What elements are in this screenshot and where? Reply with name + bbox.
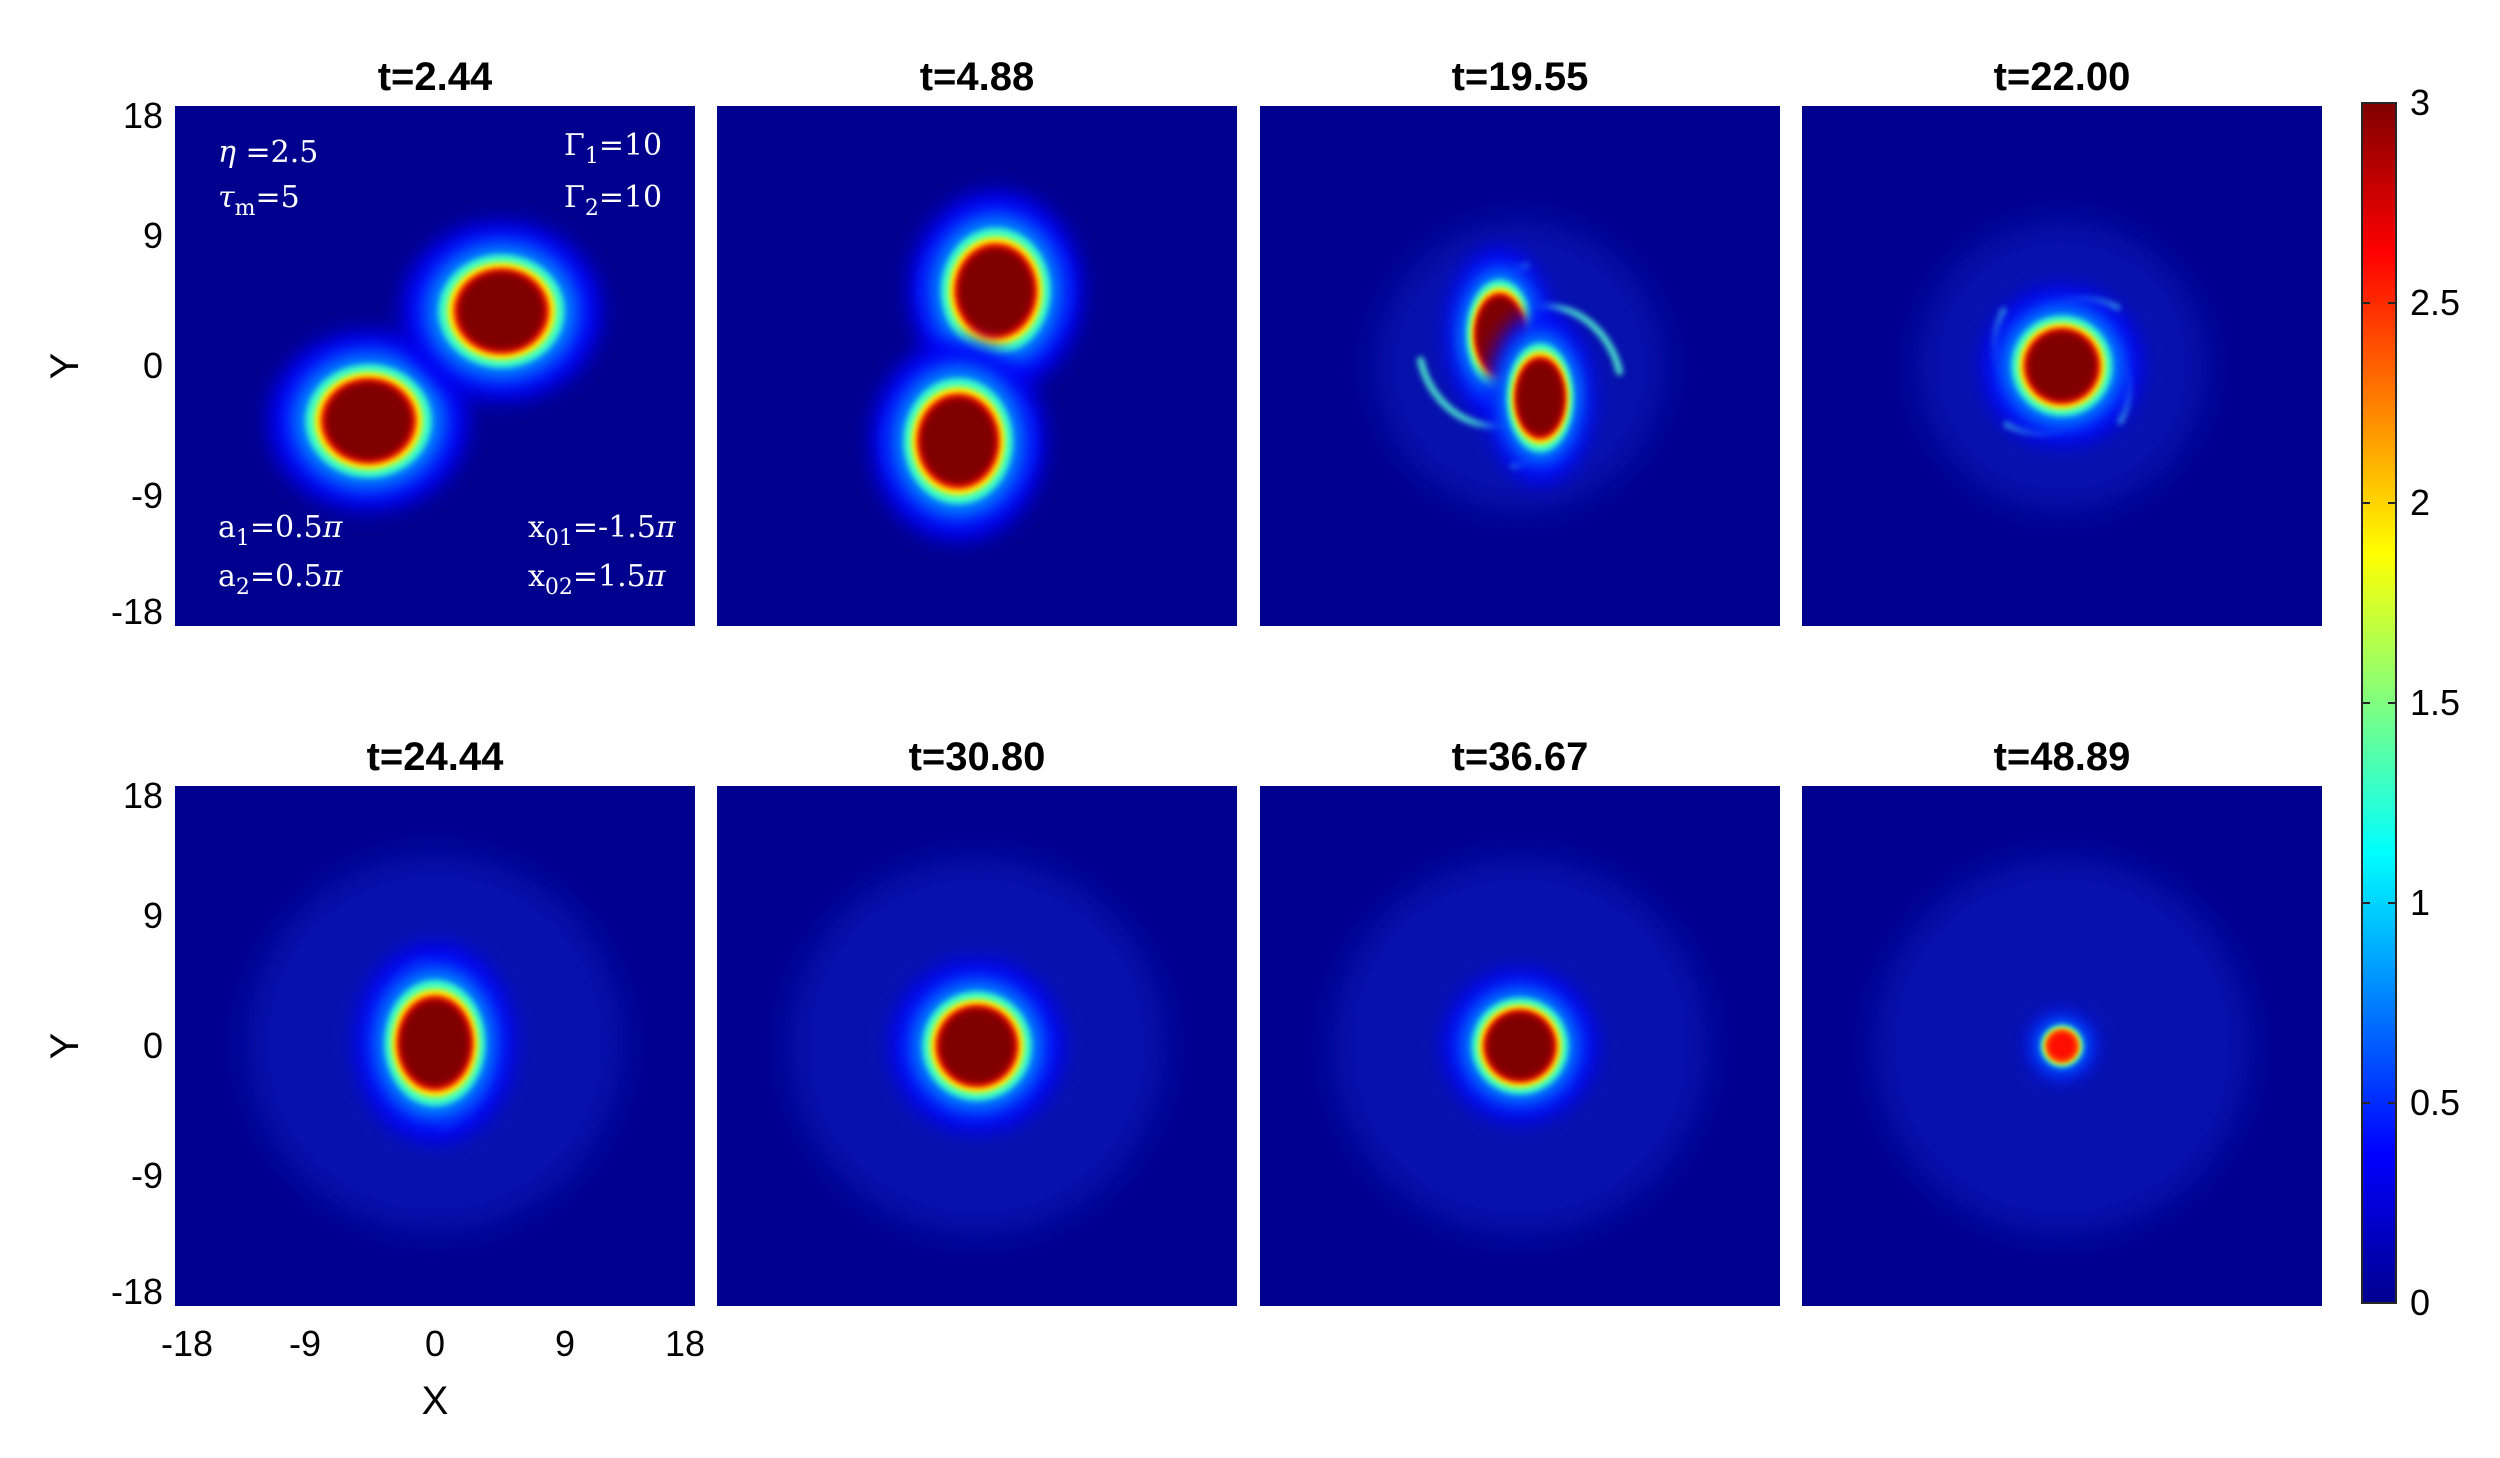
panel-title: t=36.67 xyxy=(1452,735,1589,779)
x-axis-label: X xyxy=(422,1379,449,1423)
core-level xyxy=(959,249,1032,333)
vortex-core xyxy=(890,959,1064,1133)
core-level xyxy=(940,1009,1014,1083)
panel-title: t=30.80 xyxy=(909,735,1046,779)
y-axis-label: Y xyxy=(43,1033,87,1060)
annotation-gamma-2: Γ2=10 xyxy=(564,180,662,221)
panel-1: t=2.44 xyxy=(175,55,695,626)
y-tick-label: 0 xyxy=(143,345,163,386)
vortex-core xyxy=(1982,286,2142,446)
x-tick-label: -9 xyxy=(289,1323,321,1364)
panel-title: t=4.88 xyxy=(920,55,1035,99)
y-tick-label: 18 xyxy=(123,95,163,136)
colorbar-tick-label: 3 xyxy=(2410,82,2430,123)
panel-7: t=36.67 xyxy=(1260,735,1780,1306)
panel-title: t=24.44 xyxy=(367,735,505,779)
y-tick-label: 9 xyxy=(143,895,163,936)
heatmap-panels: t=2.44 t=4.88 t=19.55 t=22.00 t=24.44 t=30.80… xyxy=(175,55,2322,1306)
y-tick-label: 18 xyxy=(123,775,163,816)
y-tick-label: -18 xyxy=(111,591,163,632)
colorbar-ticks: 3 2.5 2 1.5 1 0.5 0 xyxy=(2362,82,2460,1323)
annotation-a1: a1=0.5π xyxy=(218,510,344,551)
colorbar: 3 2.5 2 1.5 1 0.5 0 xyxy=(2361,82,2460,1323)
y-axis-label: Y xyxy=(43,353,87,380)
panel-title: t=22.00 xyxy=(1994,55,2131,99)
core-level xyxy=(1518,361,1563,434)
vortex-core xyxy=(268,331,469,511)
panel-8: t=48.89 xyxy=(1802,735,2322,1306)
colorbar-tick-label: 2 xyxy=(2410,482,2430,523)
annotation-x02: x02=1.5π xyxy=(528,559,667,600)
y-tick-label: -9 xyxy=(131,1155,163,1196)
vortex-core xyxy=(871,341,1045,541)
panel-3: t=19.55 xyxy=(1260,55,1780,626)
annotation-tau-m: τm=5 xyxy=(218,180,300,221)
vortex-core xyxy=(355,943,515,1143)
core-level xyxy=(326,383,411,459)
core-level xyxy=(922,399,995,483)
annotation-eta: η =2.5 xyxy=(218,135,318,170)
annotation-gamma-1: Γ1=10 xyxy=(564,128,662,169)
core-level xyxy=(2048,1032,2076,1060)
core-level xyxy=(2028,332,2096,400)
vortex-core xyxy=(2028,1012,2096,1080)
core-level xyxy=(1488,1014,1552,1078)
parameter-annotations: η =2.5 τm=5 Γ1=10 Γ2=10 a1=0.5π a2=0.5π … xyxy=(218,128,677,600)
y-tick-label: 9 xyxy=(143,215,163,256)
panel-2: t=4.88 xyxy=(717,55,1237,626)
annotation-a2: a2=0.5π xyxy=(218,559,344,600)
colorbar-tick-label: 1.5 xyxy=(2410,682,2460,723)
x-tick-label: 18 xyxy=(665,1323,705,1364)
x-tick-label: 9 xyxy=(555,1323,575,1364)
colorbar-tick-label: 2.5 xyxy=(2410,282,2460,323)
vortex-core xyxy=(909,191,1083,391)
vortex-core xyxy=(1487,311,1594,485)
colorbar-tick-label: 0.5 xyxy=(2410,1082,2460,1123)
y-tick-label: -18 xyxy=(111,1271,163,1312)
panel-title: t=19.55 xyxy=(1452,55,1589,99)
panel-6: t=30.80 xyxy=(717,735,1237,1306)
core-level xyxy=(459,273,544,349)
panel-5: t=24.44 xyxy=(175,735,695,1306)
axes: 18 9 0 -9 -18 Y 18 9 0 -9 -18 Y -18 -9 0 9 18 X xyxy=(43,95,705,1423)
colorbar-tick-label: 0 xyxy=(2410,1282,2430,1323)
vortex-core xyxy=(401,221,602,401)
panel-title: t=2.44 xyxy=(378,55,493,99)
y-tick-label: -9 xyxy=(131,475,163,516)
x-tick-label: -18 xyxy=(161,1323,213,1364)
panel-4: t=22.00 xyxy=(1802,55,2322,626)
panel-title: t=48.89 xyxy=(1994,735,2131,779)
x-tick-label: 0 xyxy=(425,1323,445,1364)
vortex-core xyxy=(1443,969,1597,1123)
y-tick-label: 0 xyxy=(143,1025,163,1066)
colorbar-tick-label: 1 xyxy=(2410,882,2430,923)
core-level xyxy=(401,1001,469,1085)
